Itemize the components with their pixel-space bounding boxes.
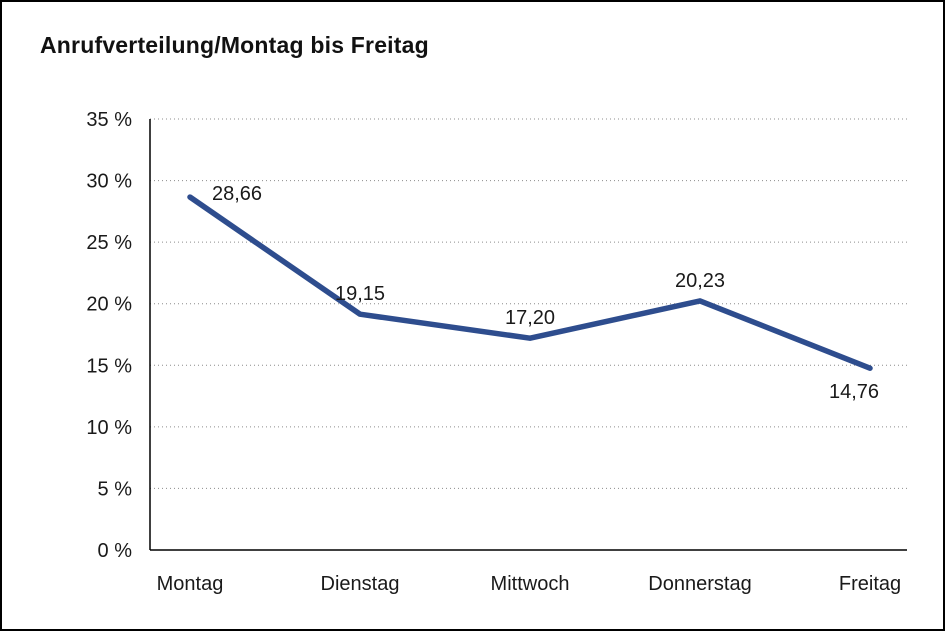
y-tick-label: 20 % xyxy=(86,294,132,316)
x-axis-label: Freitag xyxy=(839,573,901,595)
x-axis-label: Mittwoch xyxy=(491,573,570,595)
data-label: 14,76 xyxy=(829,381,879,403)
x-axis-label: Montag xyxy=(157,573,224,595)
data-label: 28,66 xyxy=(212,183,262,205)
x-axis-label: Dienstag xyxy=(321,573,400,595)
data-label: 20,23 xyxy=(675,270,725,292)
x-axis-label: Donnerstag xyxy=(648,573,751,595)
y-tick-label: 30 % xyxy=(86,171,132,193)
y-tick-label: 0 % xyxy=(98,540,133,562)
chart-title: Anrufverteilung/Montag bis Freitag xyxy=(40,32,429,58)
y-tick-label: 15 % xyxy=(86,355,132,377)
series-line xyxy=(187,194,873,371)
y-tick-label: 25 % xyxy=(86,232,132,254)
data-label: 17,20 xyxy=(505,307,555,329)
data-label: 19,15 xyxy=(335,283,385,305)
y-tick-label: 35 % xyxy=(86,109,132,131)
y-tick-label: 5 % xyxy=(98,478,133,500)
y-tick-label: 10 % xyxy=(86,417,132,439)
